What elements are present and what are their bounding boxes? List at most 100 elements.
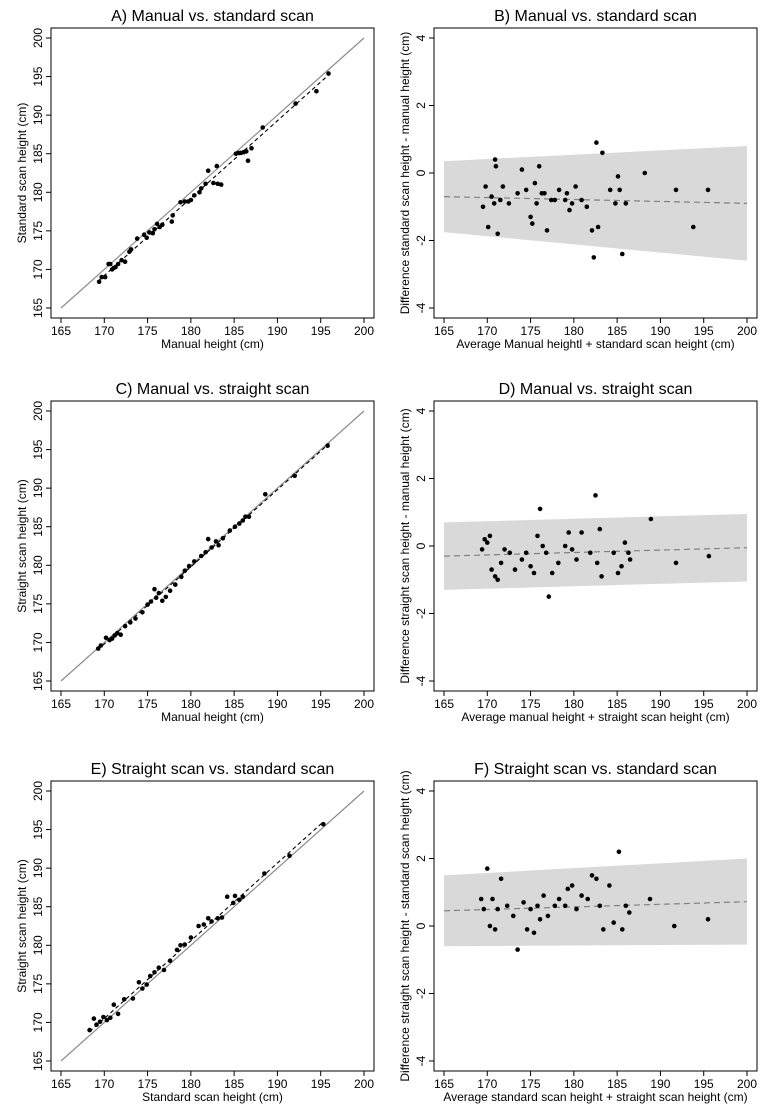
data-point <box>584 204 590 210</box>
panel-title: B) Manual vs. standard scan <box>494 8 697 25</box>
x-axis-label: Average standard scan height + straight … <box>443 1090 747 1104</box>
data-point <box>589 228 595 233</box>
y-axis-label: Standard scan height (cm) <box>15 103 29 244</box>
data-point <box>623 201 629 206</box>
data-point <box>536 164 542 169</box>
data-point <box>562 903 568 909</box>
x-tick-label: 190 <box>267 1077 287 1091</box>
data-point <box>292 473 298 479</box>
data-point <box>108 1015 113 1021</box>
data-point <box>147 973 153 979</box>
data-point <box>507 550 513 556</box>
y-tick-label: 2 <box>414 475 428 482</box>
mean-difference-line <box>443 196 748 204</box>
data-point <box>611 550 616 556</box>
data-point <box>647 896 653 902</box>
plot-frame <box>50 780 375 1072</box>
data-point <box>620 927 625 932</box>
x-tick-label: 180 <box>564 1077 584 1091</box>
data-point <box>542 191 547 196</box>
panel-e: 165 170 175 180 185 190 195 200 165 170 175 180 185 1… <box>15 761 375 1104</box>
data-point <box>91 1016 97 1021</box>
x-tick-label: 180 <box>181 1077 201 1091</box>
data-point <box>163 594 169 600</box>
data-point <box>532 180 538 186</box>
data-point <box>130 996 136 1001</box>
data-point <box>531 570 537 576</box>
data-point <box>519 167 525 172</box>
data-point <box>597 903 603 909</box>
y-axis-label: Straight scan height (cm) <box>15 859 29 992</box>
data-point <box>178 200 183 205</box>
data-point <box>495 577 501 583</box>
data-point <box>569 201 575 206</box>
data-point <box>515 947 520 952</box>
data-point <box>498 560 504 566</box>
y-tick-label: 0 <box>414 542 428 549</box>
x-tick-label: 175 <box>138 324 158 338</box>
data-point <box>564 191 570 196</box>
data-point <box>617 187 622 193</box>
panel-title: E) Straight scan vs. standard scan <box>91 761 335 778</box>
x-tick-label: 175 <box>521 1077 541 1091</box>
x-tick-label: 165 <box>434 697 454 711</box>
data-point <box>260 125 266 130</box>
data-point <box>515 191 520 196</box>
data-point <box>626 550 631 556</box>
data-point <box>215 181 220 187</box>
data-point <box>613 201 618 206</box>
y-tick-label: 0 <box>414 922 428 929</box>
x-axis-label: Average Manual heightl + standard scan h… <box>456 337 734 351</box>
x-tick-label: 200 <box>354 697 374 711</box>
limits-of-agreement-band <box>444 858 747 947</box>
data-point <box>495 906 501 912</box>
data-point <box>216 542 221 548</box>
data-point <box>203 549 208 555</box>
data-point <box>144 982 149 987</box>
data-point <box>314 88 319 94</box>
x-tick-label: 190 <box>650 1077 670 1091</box>
y-axis-label: Difference standard scan height - manual… <box>398 32 412 315</box>
panel-d: 165 170 175 180 185 190 195 200 -4 -2 0 2 4 D) Manual… <box>398 381 758 724</box>
x-tick-label: 180 <box>181 324 201 338</box>
data-point <box>544 228 550 233</box>
data-point <box>182 199 188 204</box>
x-tick-label: 165 <box>51 697 71 711</box>
y-tick-label: 195 <box>31 439 45 459</box>
data-point <box>607 187 613 193</box>
data-point <box>203 181 208 187</box>
data-point <box>491 201 497 206</box>
y-tick-label: 175 <box>31 594 45 614</box>
data-point <box>167 958 173 963</box>
data-point <box>479 547 485 552</box>
y-tick-label: 2 <box>414 855 428 862</box>
mean-difference-line <box>443 547 748 557</box>
data-point <box>627 557 633 562</box>
data-point <box>706 553 712 559</box>
y-tick-label: 180 <box>31 182 45 202</box>
y-tick-label: 175 <box>31 221 45 241</box>
x-tick-label: 165 <box>51 324 71 338</box>
data-point <box>211 180 216 186</box>
panel-title: C) Manual vs. straight scan <box>116 381 310 398</box>
data-point <box>504 903 510 909</box>
y-tick-label: 200 <box>31 28 45 48</box>
x-tick-label: 185 <box>607 324 627 338</box>
y-tick-label: 195 <box>31 819 45 839</box>
y-tick-label: -2 <box>414 235 428 246</box>
x-tick-label: 195 <box>311 697 331 711</box>
data-point <box>523 187 529 193</box>
identity-line <box>60 37 365 309</box>
data-point <box>528 564 533 569</box>
data-point <box>489 567 494 572</box>
data-point <box>186 563 192 569</box>
data-point <box>673 187 679 193</box>
data-point <box>579 197 584 203</box>
x-tick-label: 175 <box>138 697 158 711</box>
data-point <box>672 923 677 929</box>
data-point <box>537 917 543 922</box>
data-point <box>594 876 599 882</box>
data-point <box>263 492 268 497</box>
data-point <box>485 540 490 545</box>
